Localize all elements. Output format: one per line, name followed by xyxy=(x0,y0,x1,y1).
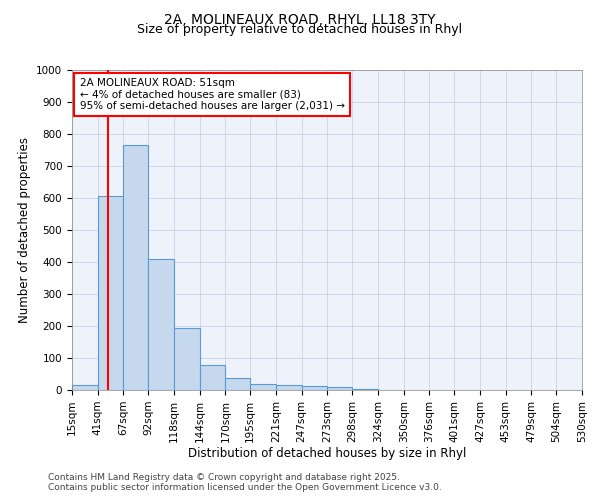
Bar xyxy=(72,385,98,390)
Text: 2A, MOLINEAUX ROAD, RHYL, LL18 3TY: 2A, MOLINEAUX ROAD, RHYL, LL18 3TY xyxy=(164,12,436,26)
Bar xyxy=(302,386,328,390)
Bar xyxy=(200,365,226,390)
Bar xyxy=(148,259,174,390)
Bar xyxy=(276,385,302,390)
Text: Contains HM Land Registry data © Crown copyright and database right 2025.: Contains HM Land Registry data © Crown c… xyxy=(48,472,400,482)
Bar xyxy=(352,389,378,390)
Text: 2A MOLINEAUX ROAD: 51sqm
← 4% of detached houses are smaller (83)
95% of semi-de: 2A MOLINEAUX ROAD: 51sqm ← 4% of detache… xyxy=(80,78,344,111)
Bar xyxy=(174,328,200,390)
Bar xyxy=(98,196,124,390)
Bar xyxy=(250,384,276,390)
Bar xyxy=(328,388,352,390)
X-axis label: Distribution of detached houses by size in Rhyl: Distribution of detached houses by size … xyxy=(188,448,466,460)
Y-axis label: Number of detached properties: Number of detached properties xyxy=(17,137,31,323)
Text: Size of property relative to detached houses in Rhyl: Size of property relative to detached ho… xyxy=(137,22,463,36)
Text: Contains public sector information licensed under the Open Government Licence v3: Contains public sector information licen… xyxy=(48,482,442,492)
Bar xyxy=(124,145,148,390)
Bar xyxy=(226,378,250,390)
